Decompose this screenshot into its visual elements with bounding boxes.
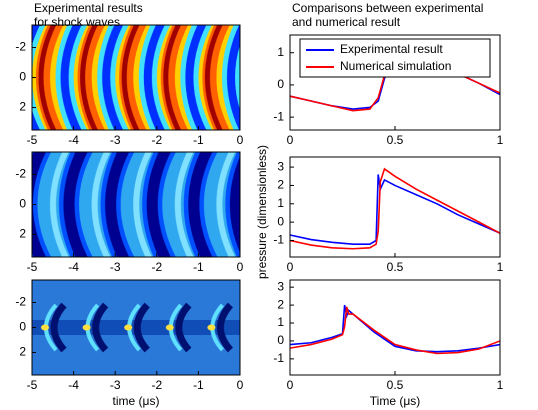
y-tick-label: 1 — [277, 315, 284, 329]
chart-title: Comparisons between experimental — [292, 1, 483, 15]
x-tick-label: -5 — [27, 378, 38, 392]
y-tick-label: -1 — [273, 351, 284, 365]
x-tick-label: 0.5 — [387, 133, 404, 147]
x-tick-label: 1 — [497, 260, 504, 274]
legend-label: Experimental result — [340, 42, 443, 56]
y-tick-label: 3 — [277, 159, 284, 173]
axes-frame — [289, 279, 501, 376]
y-tick-label: 2 — [19, 227, 26, 241]
x-tick-label: -4 — [68, 378, 79, 392]
y-tick-label: 0 — [19, 197, 26, 211]
x-tick-label: -1 — [193, 133, 204, 147]
chart-title: Experimental results — [34, 1, 143, 15]
x-tick-label: -4 — [68, 260, 79, 274]
chart-title: for shock waves — [34, 15, 120, 29]
x-tick-label: -1 — [193, 260, 204, 274]
heatmap-image — [32, 280, 240, 375]
y-tick-label: -2 — [15, 167, 26, 181]
x-tick-label: -3 — [110, 378, 121, 392]
axes-frame — [289, 156, 501, 258]
x-axis-label: Time (μs) — [370, 394, 420, 408]
x-tick-label: 0 — [237, 260, 244, 274]
x-tick-label: -2 — [151, 378, 162, 392]
y-tick-label: 1 — [277, 45, 284, 59]
y-tick-label: -1 — [273, 109, 284, 123]
x-tick-label: 0 — [237, 133, 244, 147]
x-tick-label: -5 — [27, 133, 38, 147]
x-tick-label: -2 — [151, 133, 162, 147]
y-tick-label: 2 — [19, 345, 26, 359]
heatmap-image — [32, 25, 240, 130]
x-tick-label: -2 — [151, 260, 162, 274]
legend-label: Numerical simulation — [340, 59, 451, 73]
series-line — [289, 306, 501, 355]
y-tick-label: 1 — [277, 196, 284, 210]
x-tick-label: 0 — [237, 378, 244, 392]
x-tick-label: 0.5 — [387, 260, 404, 274]
x-tick-label: 0 — [287, 133, 294, 147]
x-tick-label: -3 — [110, 260, 121, 274]
y-tick-label: 2 — [277, 178, 284, 192]
x-tick-label: -5 — [27, 260, 38, 274]
y-tick-label: -2 — [15, 295, 26, 309]
heatmap-image — [32, 152, 240, 257]
y-tick-label: 2 — [19, 100, 26, 114]
y-tick-label: 2 — [277, 297, 284, 311]
series-line — [289, 174, 501, 245]
x-tick-label: -3 — [110, 133, 121, 147]
x-tick-label: -1 — [193, 378, 204, 392]
chart-title: and numerical result — [292, 15, 401, 29]
y-tick-label: 0 — [19, 70, 26, 84]
x-axis-label: time (μs) — [113, 394, 160, 408]
y-tick-label: 3 — [277, 279, 284, 293]
y-tick-label: -2 — [15, 40, 26, 54]
y-tick-label: 0 — [277, 77, 284, 91]
x-tick-label: 1 — [497, 133, 504, 147]
x-tick-label: 1 — [497, 378, 504, 392]
y-tick-label: 0 — [277, 214, 284, 228]
y-tick-label: 0 — [19, 320, 26, 334]
y-tick-label: 0 — [277, 333, 284, 347]
x-tick-label: -4 — [68, 133, 79, 147]
y-axis-label: pressure (dimensionless) — [255, 145, 269, 279]
series-line — [289, 167, 501, 250]
y-tick-label: -1 — [273, 233, 284, 247]
x-tick-label: 0.5 — [387, 378, 404, 392]
legend-box — [299, 38, 491, 78]
x-tick-label: 0 — [287, 260, 294, 274]
x-tick-label: 0 — [287, 378, 294, 392]
